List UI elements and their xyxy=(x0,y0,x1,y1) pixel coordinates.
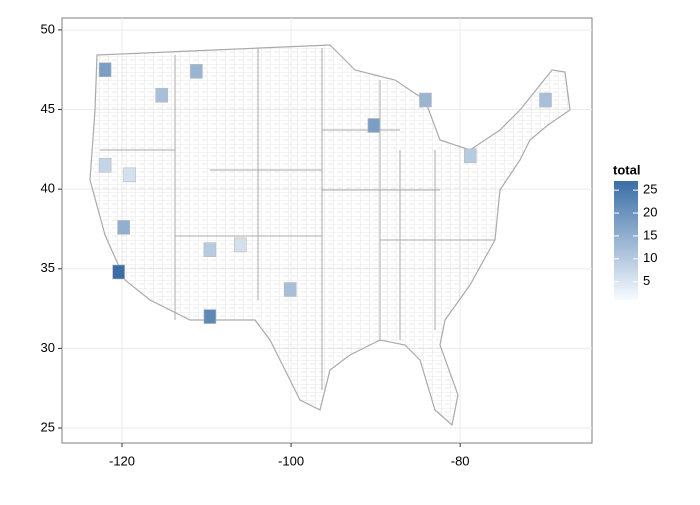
legend-tick-label: 10 xyxy=(643,250,657,265)
county xyxy=(98,157,112,173)
county xyxy=(367,118,381,133)
y-tick-label: 30 xyxy=(41,340,55,355)
us-outline xyxy=(89,44,571,427)
county xyxy=(203,309,217,324)
county xyxy=(117,220,131,235)
y-tick-label: 50 xyxy=(41,21,55,36)
county xyxy=(190,64,203,79)
x-tick-label: -100 xyxy=(278,453,304,468)
x-tick-label: -80 xyxy=(451,453,470,468)
county xyxy=(98,62,112,78)
county xyxy=(123,167,136,183)
x-tick-label: -120 xyxy=(109,453,135,468)
county xyxy=(539,92,552,108)
legend-title: total xyxy=(613,162,640,177)
county xyxy=(283,282,297,297)
legend-tick-label: 15 xyxy=(643,227,657,242)
county xyxy=(155,87,169,103)
legend-colorbar xyxy=(614,181,638,300)
county xyxy=(463,148,477,164)
y-tick-label: 45 xyxy=(41,101,55,116)
county xyxy=(419,92,432,108)
county xyxy=(234,237,247,253)
y-tick-label: 25 xyxy=(41,419,55,434)
county xyxy=(112,264,125,280)
county xyxy=(203,242,217,257)
y-tick-label: 40 xyxy=(41,181,55,196)
legend-tick-label: 5 xyxy=(643,273,650,288)
y-tick-label: 35 xyxy=(41,260,55,275)
state-lines xyxy=(100,48,495,390)
legend-tick-label: 20 xyxy=(643,204,657,219)
legend-tick-label: 25 xyxy=(643,182,657,197)
